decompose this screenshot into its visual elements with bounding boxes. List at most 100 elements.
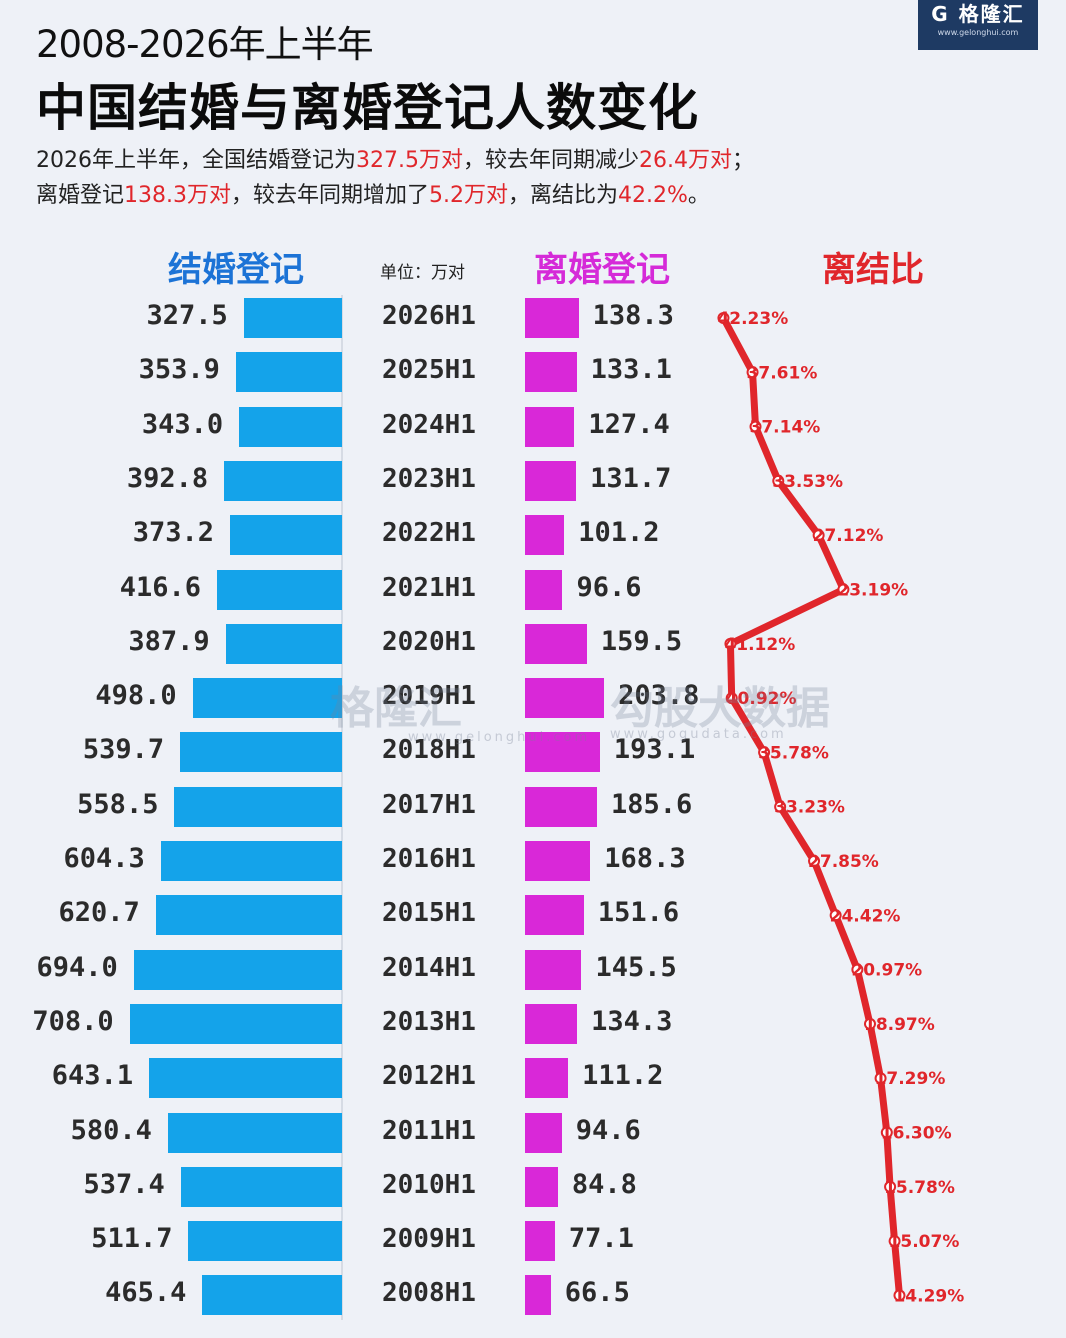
marriage-value-label: 580.4 [70,1114,152,1146]
summary-line2-segment: 离婚登记 [36,183,125,208]
divorce-value-label: 138.3 [592,300,674,331]
year-label: 2015H1 [382,898,476,929]
unit-label: 单位：万对 [380,263,465,283]
ratio-point [724,637,737,650]
divorce-value-label: 127.4 [588,408,670,440]
marriage-column-header: 结婚登记 [168,250,304,290]
year-label: 2014H1 [382,952,476,983]
divorce-column-header: 离婚登记 [534,250,670,290]
chart-subtitle: 2008-2026年上半年 [36,23,374,66]
divorce-value-label: 94.6 [575,1114,641,1146]
ratio-point [851,963,864,976]
marriage-bar [129,1003,342,1044]
summary-line2-segment: ，离结比为 [508,183,619,208]
ratio-column-header: 离结比 [822,250,924,290]
marriage-bar [180,1166,342,1207]
summary-line2-segment: 5.2万对 [429,183,509,208]
ratio-value-label: 16.30% [881,1124,952,1144]
year-label: 2016H1 [382,844,476,874]
marriage-value-label: 539.7 [82,734,165,766]
summary-line1-segment: ，较去年同期减少 [462,148,639,173]
marriage-bar [160,841,342,881]
marriage-value-label: 604.3 [63,843,145,874]
year-label: 2022H1 [382,518,476,549]
divorce-bar [525,1221,555,1262]
year-label: 2017H1 [382,789,476,820]
watermark-right: 勾股大数据 [610,683,830,734]
divorce-value-label: 111.2 [582,1060,664,1092]
divorce-value-label: 66.5 [564,1277,630,1309]
divorce-value-label: 101.2 [578,517,660,549]
ratio-value-label: 37.14% [750,418,821,438]
divorce-value-label: 151.6 [597,897,680,929]
divorce-bar [525,1003,578,1044]
summary-line-1: 2026年上半年，全国结婚登记为327.5万对，较去年同期减少26.4万对； [36,142,754,174]
ratio-point [880,1126,893,1139]
ratio-point [808,855,821,867]
marriage-value-label: 416.6 [119,571,202,603]
marriage-bar [230,515,342,556]
marriage-bar [225,623,342,664]
divorce-bar [525,460,577,501]
divorce-value-label: 185.6 [611,788,693,820]
ratio-value-label: 20.97% [851,961,922,981]
marriage-bar [202,1275,342,1316]
divorce-bar [525,678,605,719]
ratio-value-label: 27.12% [813,526,884,546]
divorce-value-label: 159.5 [600,625,683,657]
ratio-value-label: 42.23% [717,309,788,329]
chart-title: 中国结婚与离婚登记人数变化 [36,79,699,137]
marriage-bar [217,569,342,610]
ratio-value-label: 35.78% [758,743,829,763]
marriage-value-label: 343.0 [141,408,224,440]
ratio-point [874,1072,887,1085]
marriage-value-label: 620.7 [58,897,140,929]
marriage-value-label: 392.8 [126,462,209,494]
year-label: 2011H1 [382,1115,476,1146]
marriage-bar [224,460,342,501]
logo-name: 格隆汇 [958,2,1025,26]
ratio-point [888,1235,901,1248]
ratio-value-label: 15.07% [889,1232,960,1252]
divorce-value-label: 168.3 [604,843,686,874]
ratio-point [725,692,738,705]
ratio-point [863,1017,876,1030]
divorce-bar [525,786,597,827]
marriage-value-label: 558.5 [77,788,159,820]
ratio-point [758,746,771,759]
marriage-value-label: 373.2 [132,517,215,549]
watermark-right-url: www.gogudata.com [610,727,787,742]
divorce-value-label: 193.1 [613,734,696,766]
marriage-value-label: 353.9 [138,354,220,386]
logo-url: www.gelonghui.com [937,28,1019,37]
ratio-value-label: 40.92% [726,689,797,709]
ratio-point [893,1289,906,1302]
ratio-value-label: 24.42% [830,906,901,926]
marriage-value-label: 327.5 [146,300,228,331]
divorce-bar [525,352,577,393]
divorce-value-label: 145.5 [595,951,677,983]
summary-line2-segment: 42.2% [618,183,688,208]
summary-line1-segment: ； [732,148,755,173]
summary-line2-segment: 。 [687,183,710,208]
year-label: 2023H1 [382,463,476,494]
ratio-point [884,1180,897,1193]
marriage-axis-line [341,295,343,1320]
ratio-point [717,312,730,324]
logo-mark: G 格隆汇 [931,2,1025,26]
gelonghui-logo: G 格隆汇 www.gelonghui.com [918,0,1038,50]
year-label: 2018H1 [382,735,476,766]
marriage-bar [243,298,342,338]
marriage-bar [133,949,342,990]
watermark-left-url: www.gelonghui.com [408,730,591,745]
divorce-bar [525,732,600,773]
marriage-bar [149,1058,342,1099]
year-label: 2013H1 [382,1006,476,1037]
ratio-point [746,366,759,379]
marriage-value-label: 537.4 [83,1168,165,1200]
ratio-point [749,420,762,433]
marriage-bar [239,406,342,447]
year-label: 2021H1 [382,572,476,603]
marriage-bar [235,352,342,393]
